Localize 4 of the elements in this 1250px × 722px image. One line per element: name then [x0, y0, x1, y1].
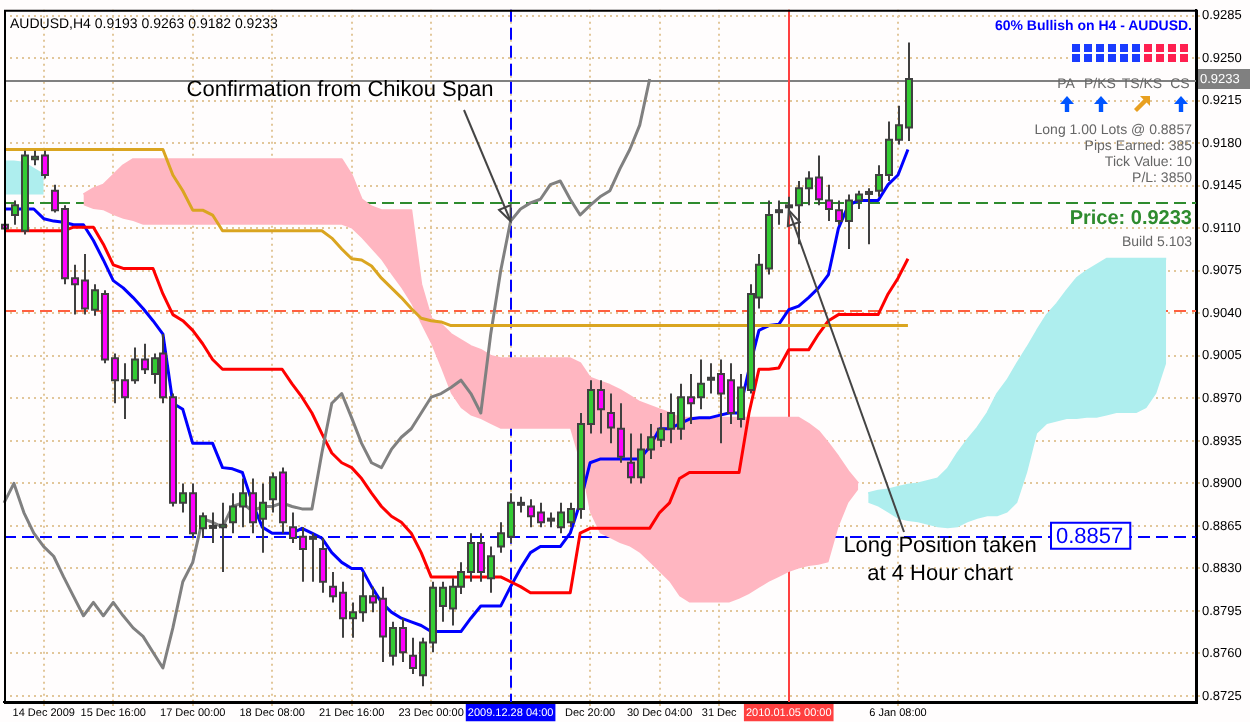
annotation: Long Position taken at 4 Hour chart [843, 534, 1037, 587]
annotation: Confirmation from Chikou Span [186, 78, 494, 103]
annotation: Price: 0.9233 [1069, 208, 1192, 230]
ref-line-label: 0.8857 [1056, 524, 1124, 549]
